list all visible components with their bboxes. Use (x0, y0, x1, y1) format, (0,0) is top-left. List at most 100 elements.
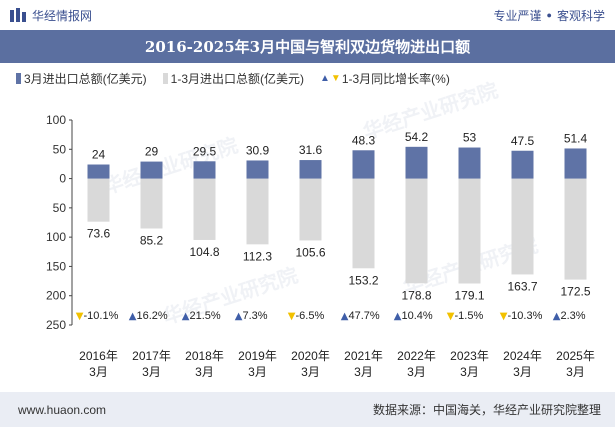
data-label-cumulative: 105.6 (295, 245, 325, 259)
x-tick-label: 3月 (195, 365, 214, 379)
data-label-cumulative: 172.5 (560, 285, 590, 299)
chart-title: 2016-2025年3月中国与智利双边货物进出口额 (144, 38, 471, 56)
bar-march (458, 147, 481, 179)
legend-label-growth: 1-3月同比增长率(%) (341, 72, 450, 86)
x-tick-label: 3月 (301, 365, 320, 379)
triangle-down-icon: ▼ (500, 311, 508, 322)
data-label-march: 24 (92, 148, 106, 162)
data-label-march: 47.5 (511, 134, 535, 148)
triangle-up-icon: ▲ (553, 311, 561, 322)
x-tick-label: 3月 (460, 365, 479, 379)
bar-march (140, 161, 163, 179)
y-tick-label: 200 (46, 289, 66, 303)
triangle-up-icon: ▲ (341, 311, 349, 322)
x-tick-label: 3月 (248, 365, 267, 379)
bar-march (87, 164, 110, 179)
data-label-march: 54.2 (405, 130, 429, 144)
tagline-left: 专业严谨 (493, 8, 542, 23)
bar-march (352, 150, 375, 179)
x-tick-label: 2021年 (344, 349, 383, 363)
data-label-march: 30.9 (246, 143, 270, 157)
data-label-march: 53 (463, 131, 477, 145)
triangle-down-icon: ▼ (76, 311, 84, 322)
growth-label: 2.3% (561, 310, 586, 322)
footer: www.huaon.com 数据来源：中国海关，华经产业研究院整理 (0, 392, 615, 427)
x-tick-label: 2023年 (450, 349, 489, 363)
legend-item-growth: ▲ ▼ 1-3月同比增长率(%) (320, 70, 450, 87)
y-tick-label: 50 (53, 142, 67, 156)
legend-swatch-cumulative (162, 73, 168, 84)
data-label-march: 51.4 (564, 131, 588, 145)
bar-cumulative (193, 178, 216, 240)
data-label-march: 29.5 (193, 144, 217, 158)
bar-cumulative (564, 178, 587, 280)
x-tick-label: 3月 (407, 365, 426, 379)
bar-march (564, 148, 587, 179)
data-label-march: 29 (145, 145, 159, 159)
growth-label: -10.3% (508, 310, 543, 322)
website-link[interactable]: www.huaon.com (18, 402, 107, 417)
bar-march (405, 146, 428, 179)
bar-march (246, 160, 269, 179)
triangle-up-icon: ▲ (394, 311, 402, 322)
growth-label: 21.5% (190, 310, 221, 322)
tagline: 专业严谨 ● 客观科学 (494, 7, 605, 24)
x-tick-label: 3月 (354, 365, 373, 379)
triangle-up-icon: ▲ (235, 311, 243, 322)
bar-cumulative (352, 178, 375, 269)
x-tick-label: 2025年 (556, 349, 595, 363)
triangle-up-icon: ▲ (320, 73, 330, 84)
legend-label-march: 3月进出口总额(亿美元) (24, 72, 147, 86)
triangle-down-icon: ▼ (447, 311, 455, 322)
data-label-cumulative: 104.8 (189, 245, 219, 259)
y-tick-label: 250 (46, 318, 66, 332)
x-tick-label: 2018年 (185, 349, 224, 363)
x-tick-label: 2016年 (79, 349, 118, 363)
triangle-up-icon: ▲ (129, 311, 137, 322)
x-tick-label: 3月 (566, 365, 585, 379)
data-label-cumulative: 178.8 (401, 288, 431, 302)
bar-cumulative (87, 178, 110, 222)
legend: 3月进出口总额(亿美元) 1-3月进出口总额(亿美元) ▲ ▼ 1-3月同比增长… (16, 70, 466, 87)
brand-name: 华经情报网 (32, 8, 93, 23)
data-label-march: 48.3 (352, 133, 376, 147)
triangle-down-icon: ▼ (288, 311, 296, 322)
x-tick-label: 2024年 (503, 349, 542, 363)
bar-cumulative (246, 178, 269, 245)
y-tick-label: 50 (53, 201, 67, 215)
bar-cumulative (458, 178, 481, 284)
data-label-cumulative: 163.7 (507, 279, 537, 293)
legend-label-cumulative: 1-3月进出口总额(亿美元) (170, 72, 305, 86)
growth-label: -1.5% (455, 310, 484, 322)
bar-march (299, 160, 322, 179)
growth-label: -6.5% (296, 310, 325, 322)
x-tick-label: 3月 (142, 365, 161, 379)
data-label-march: 31.6 (299, 143, 323, 157)
tagline-right: 客观科学 (556, 8, 605, 23)
x-tick-label: 3月 (513, 365, 532, 379)
x-tick-label: 2019年 (238, 349, 277, 363)
brand: 华经情报网 (10, 7, 92, 24)
legend-item-cumulative: 1-3月进出口总额(亿美元) (162, 70, 305, 87)
bar-march (511, 150, 534, 179)
growth-label: -10.1% (84, 310, 119, 322)
data-label-cumulative: 153.2 (348, 273, 378, 287)
bar-cumulative (140, 178, 163, 229)
dot-separator-icon: ● (546, 10, 552, 20)
y-tick-label: 100 (46, 113, 66, 127)
data-label-cumulative: 179.1 (454, 288, 484, 302)
growth-label: 16.2% (137, 310, 168, 322)
top-bar: 华经情报网 专业严谨 ● 客观科学 (0, 0, 615, 30)
x-tick-label: 3月 (89, 365, 108, 379)
bar-march (193, 161, 216, 179)
legend-item-march: 3月进出口总额(亿美元) (16, 70, 147, 87)
bar-cumulative (511, 178, 534, 275)
data-label-cumulative: 73.6 (87, 227, 111, 241)
x-tick-label: 2020年 (291, 349, 330, 363)
growth-label: 7.3% (243, 310, 268, 322)
triangle-down-icon: ▼ (330, 73, 341, 84)
y-tick-label: 150 (46, 259, 66, 273)
data-source: 数据来源：中国海关，华经产业研究院整理 (372, 403, 601, 417)
y-tick-label: 100 (46, 230, 66, 244)
